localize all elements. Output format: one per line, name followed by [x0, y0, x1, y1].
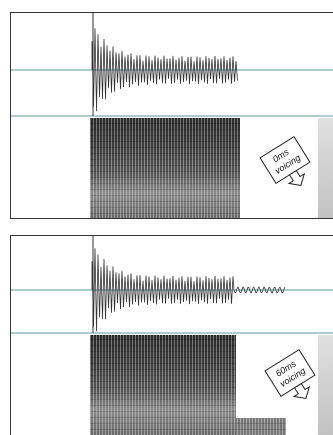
spectrogram-edge — [318, 335, 333, 435]
spectrogram-edge — [318, 118, 333, 218]
spectrogram-texture — [90, 118, 240, 218]
panel: 0ms voicing — [11, 12, 333, 219]
voicing-bar-texture — [236, 418, 286, 435]
panel: 60ms voicing — [11, 235, 333, 435]
figure: 0ms voicing 60ms voicing — [0, 0, 333, 435]
spectrogram-texture — [90, 335, 236, 435]
